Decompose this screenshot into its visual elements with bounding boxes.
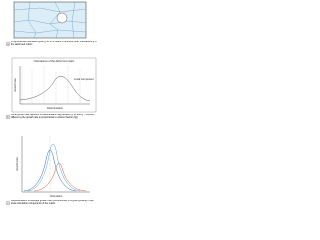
figure: a A hypothetical orientation grain g^ev … [5,1,97,206]
caption: Representation of average growth rate (c… [11,200,94,205]
panel-marker: c [7,202,9,205]
y-label: Growth rate [13,78,17,92]
chart-title: Orientations of the deformed matrix [34,59,75,63]
panel-marker: a [7,43,9,46]
y-label: Growth rate [15,157,19,171]
marker [5,114,11,120]
x-label: Orientation [50,194,63,198]
x-label: Disorientation [47,106,63,110]
chart-b: Growth rate Orientation [15,136,90,198]
annotation: Local component [74,77,94,81]
caption: Local growth rate depends on disorientat… [11,114,95,119]
marker [5,41,11,47]
chart-a: Orientations of the deformed matrix Grow… [11,57,97,113]
matrix-sketch [13,1,87,39]
caption-box: A hypothetical orientation grain g^ev in… [11,41,97,46]
caption-box: Representation of average growth rate (c… [11,200,94,205]
panel-marker: b [7,115,9,119]
caption-box: Local growth rate depends on disorientat… [11,114,95,119]
caption: A hypothetical orientation grain g^ev in… [11,41,97,46]
marker [5,200,11,206]
